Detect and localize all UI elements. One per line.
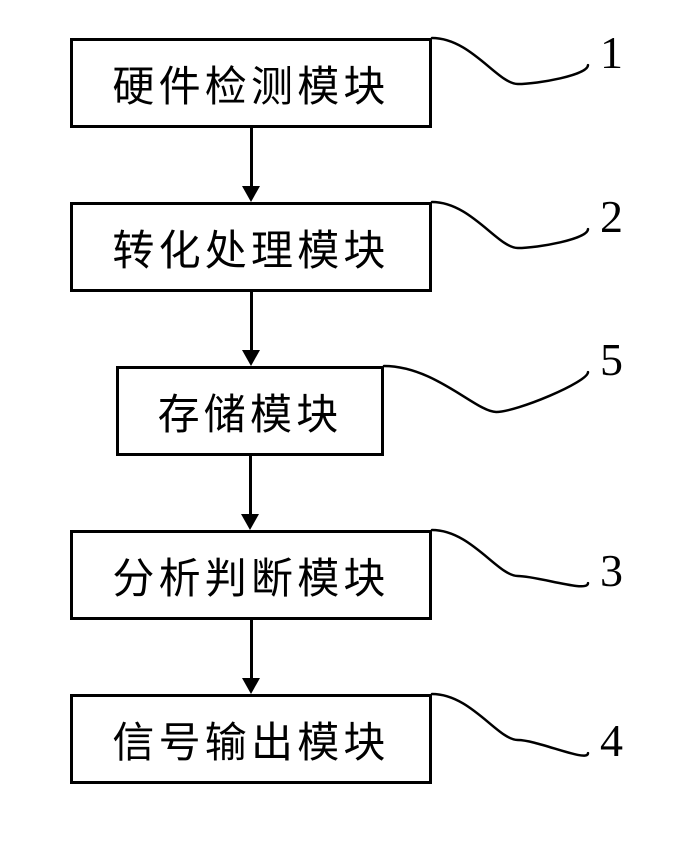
node-label: 转化处理模块 [112,217,389,278]
arrow-line [250,620,253,678]
node-storage: 存储模块 [116,366,384,456]
flowchart-canvas: 硬件检测模块 转化处理模块 存储模块 分析判断模块 信号输出模块 1 2 5 3… [0,0,696,859]
node-signal-output: 信号输出模块 [70,694,432,784]
ref-leader-curve [374,326,598,412]
ref-num-3: 3 [600,544,623,597]
node-convert-process: 转化处理模块 [70,202,432,292]
node-label: 分析判断模块 [112,545,389,606]
ref-leader-curve [422,0,598,105]
node-label: 硬件检测模块 [112,53,389,114]
ref-num-1: 1 [600,26,623,79]
node-label: 信号输出模块 [112,709,389,770]
ref-leader-curve [422,162,598,269]
ref-leader-curve [422,490,598,623]
arrow-head-icon [241,514,259,533]
node-analyze-judge: 分析判断模块 [70,530,432,620]
arrow-line [250,128,253,186]
ref-leader-curve [422,654,598,793]
arrow-head-icon [242,350,260,369]
arrow-line [249,456,252,514]
node-hardware-detect: 硬件检测模块 [70,38,432,128]
arrow-head-icon [242,186,260,205]
ref-num-4: 4 [600,714,623,767]
node-label: 存储模块 [158,381,343,442]
arrow-head-icon [242,678,260,697]
ref-num-2: 2 [600,190,623,243]
ref-num-5: 5 [600,333,623,386]
arrow-line [250,292,253,350]
